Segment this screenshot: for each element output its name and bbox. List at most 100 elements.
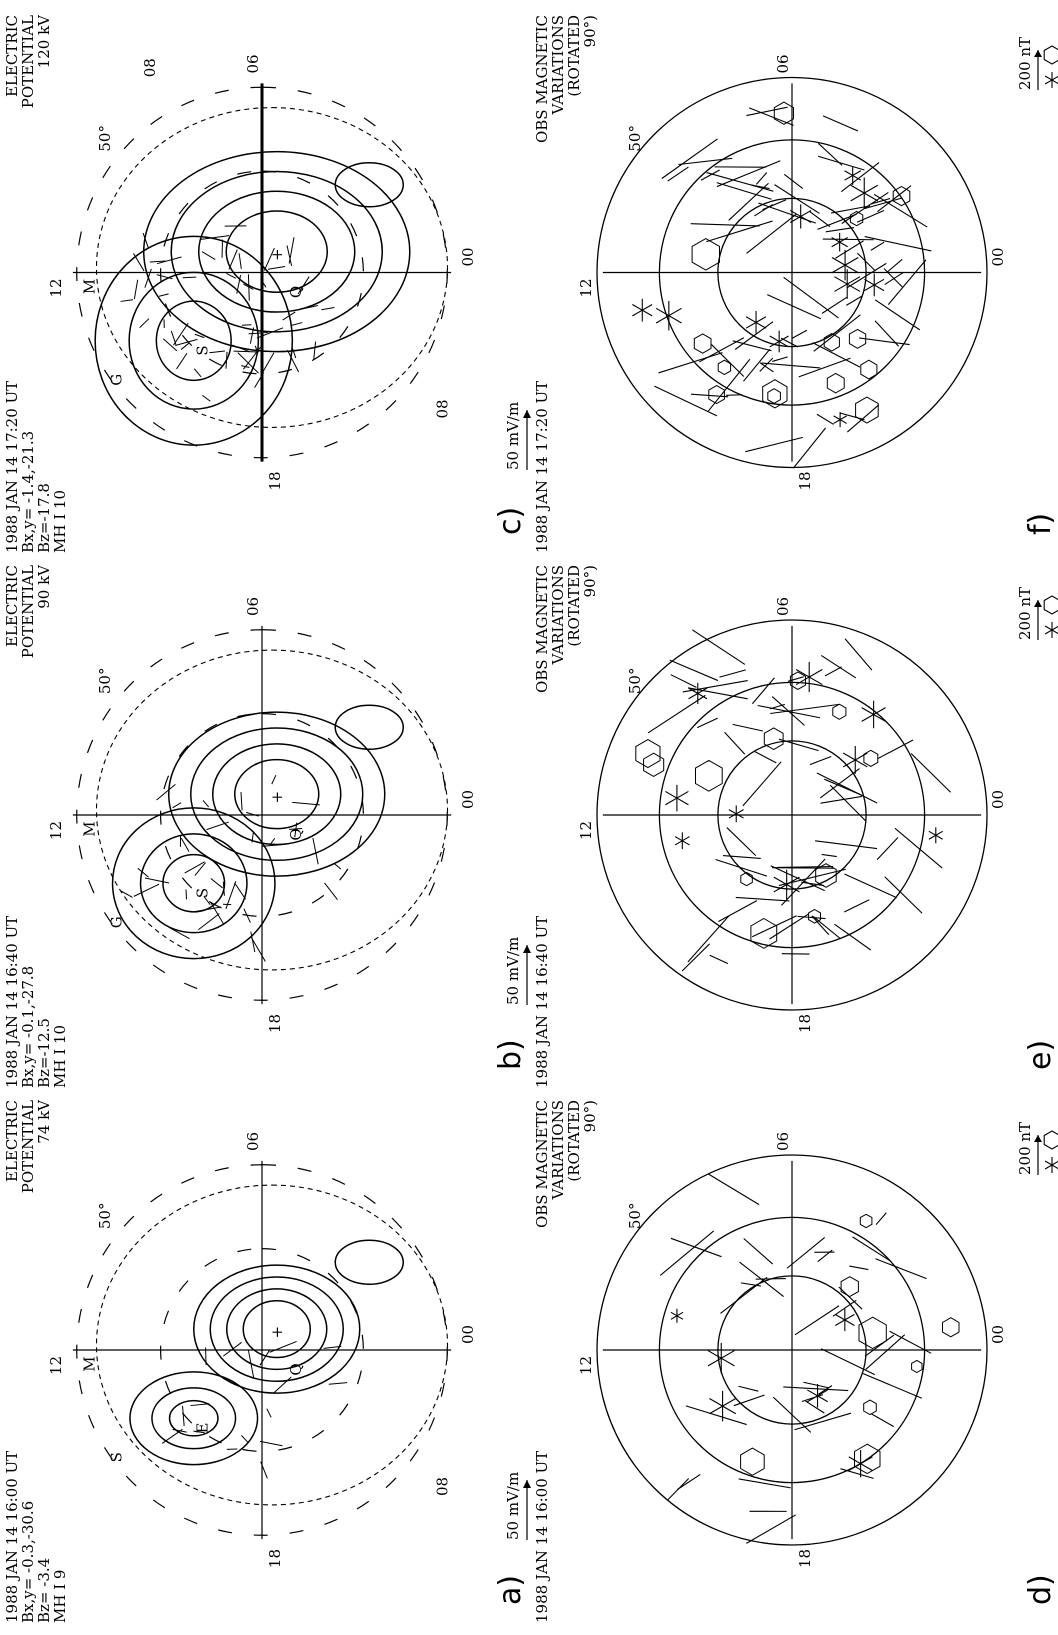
mlt-label-bottom: 00 [459, 790, 477, 809]
asterisk-marker [789, 204, 812, 229]
asterisk-marker [655, 300, 682, 331]
asterisk-marker [844, 166, 862, 185]
variation-vector [759, 362, 774, 373]
mlt-label-left: 18 [266, 1549, 284, 1568]
potential-contour [94, 235, 294, 446]
variation-vector [659, 1230, 715, 1276]
scale-hexagon [1043, 45, 1058, 65]
field-vector [161, 1428, 183, 1444]
field-vector [133, 883, 160, 897]
variation-vector [661, 138, 718, 179]
field-vector [236, 274, 242, 294]
variation-vector [801, 1394, 824, 1402]
asterisk-stroke [674, 836, 690, 846]
hexagon-marker [767, 388, 781, 404]
mlt-label-right: 06 [244, 597, 262, 616]
field-vector [297, 276, 310, 295]
asterisk-stroke [728, 809, 744, 819]
field-vector [260, 278, 267, 288]
hexagon-marker [911, 1359, 923, 1374]
variation-vector [817, 155, 865, 171]
mlt-label-top: 12 [47, 1356, 65, 1375]
variation-vector [844, 873, 897, 899]
asterisk-stroke [844, 170, 862, 181]
variation-vector [772, 1396, 812, 1433]
polar-map: 12 00 18 06 50° + M S E Q 08 [47, 1132, 477, 1568]
variation-vector [658, 352, 723, 374]
potential-contour [128, 271, 260, 410]
asterisk-stroke [831, 236, 848, 248]
mlt-label-right: 06 [774, 597, 792, 616]
field-vector [198, 913, 220, 931]
polar-map: 12 00 18 06 50° [577, 597, 1007, 1033]
asterisk-stroke [655, 307, 682, 324]
variation-vector [783, 173, 804, 190]
panel-header-line: Bx,y= -0.3,-30.6 [19, 1501, 37, 1623]
panel-header-line: MH I 9 [51, 1570, 69, 1623]
field-vector [190, 1403, 210, 1407]
site-letter: Q [287, 1363, 305, 1375]
variation-vector [716, 160, 781, 188]
field-vector [237, 352, 259, 374]
panel-title-line: VARIATIONS [549, 565, 567, 666]
field-vector [243, 908, 251, 923]
variation-vector [856, 210, 885, 223]
variation-vector [894, 827, 943, 869]
potential-contour [139, 833, 248, 934]
potential-contour [242, 1300, 311, 1359]
field-vector [242, 346, 261, 370]
hexagon-marker [859, 1213, 873, 1229]
asterisk-marker [928, 827, 943, 844]
variation-vector [801, 881, 825, 887]
hexagon-marker [858, 1316, 887, 1350]
mlt-label-left: 18 [266, 1014, 284, 1033]
hexagon-marker [826, 372, 845, 394]
field-vector [292, 801, 320, 806]
variation-vector [722, 855, 761, 860]
panel-title-line: ELECTRIC [3, 1100, 21, 1182]
site-letter: M [80, 1356, 98, 1371]
panel-label: d) [1023, 1574, 1058, 1605]
variation-vector [794, 1305, 840, 1336]
variation-vector [877, 739, 914, 760]
field-vector [156, 274, 173, 280]
variation-vector [720, 1276, 768, 1314]
panel-header-line: Bx,y= -1.4,-21.3 [19, 431, 37, 553]
asterisk-stroke [831, 257, 859, 274]
panel-label: a) [493, 1575, 528, 1605]
field-vector [120, 890, 133, 898]
field-vector [182, 1405, 185, 1427]
field-vector [144, 877, 170, 884]
hexagon-marker [750, 917, 778, 949]
potential-contour [168, 711, 386, 877]
hexagon-marker [849, 210, 864, 227]
variation-vector [755, 1277, 786, 1280]
scale-hexagon [1043, 595, 1058, 615]
field-vector [200, 235, 230, 240]
field-vector [194, 333, 205, 339]
variation-vector [871, 1413, 895, 1428]
variation-vector [670, 1237, 722, 1258]
field-vector [282, 311, 296, 321]
variation-vector [813, 314, 861, 352]
variation-vector [715, 858, 768, 877]
hexagon-marker [808, 908, 821, 924]
field-vector [162, 338, 178, 352]
site-letter: S [108, 1452, 126, 1462]
asterisk-stroke [1044, 75, 1058, 85]
variation-vector [865, 1334, 906, 1370]
asterisk-marker [773, 869, 800, 900]
field-vector [256, 327, 284, 339]
variation-vector [876, 837, 899, 861]
mlt-label-left: 18 [796, 1014, 814, 1033]
variation-vector [769, 913, 809, 940]
variation-vector [678, 157, 733, 166]
scale-label: 50 mV/m [504, 937, 522, 1005]
variation-vector [681, 943, 711, 972]
field-vector [175, 338, 198, 347]
field-vector [223, 1341, 242, 1357]
variation-vector [821, 853, 837, 858]
variation-vector [811, 915, 830, 935]
mlt-label-top: 12 [47, 279, 65, 298]
